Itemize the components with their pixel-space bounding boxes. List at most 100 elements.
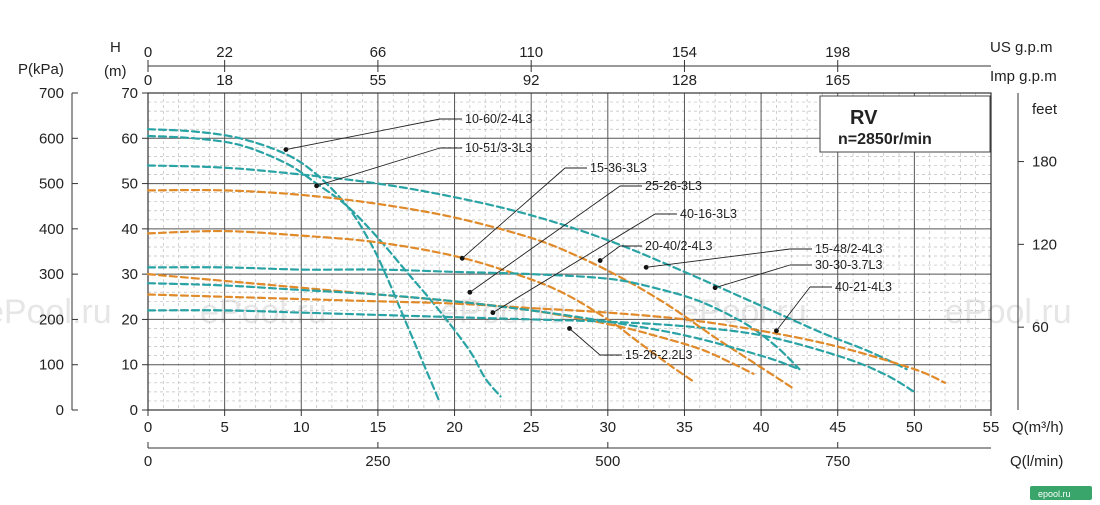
watermark-5: ePool.ru [945,293,1072,331]
imp-gpm-tick-label: 0 [144,72,152,89]
h-axis-unit: (m) [104,63,127,80]
x-axis-title: Q(m³/h) [1012,419,1064,436]
kpa-tick-label: 600 [39,130,64,147]
us-gpm-tick-label: 154 [672,44,697,61]
kpa-tick-label: 0 [56,402,64,419]
q-tick-label: 20 [446,419,463,436]
kpa-tick-label: 300 [39,266,64,283]
watermark-1: ePool.ru [0,293,112,331]
q-tick-label: 15 [370,419,387,436]
h-tick-label: 30 [121,266,138,283]
curve-15-26-2.2L3 [146,282,801,371]
imp-gpm-tick-label: 55 [370,72,387,89]
q-tick-label: 0 [144,419,152,436]
annotation-label-40-21-4L3: 40-21-4L3 [835,280,892,294]
h-axis-title: H [110,39,121,56]
annotation-leader [285,118,441,151]
annotation-leader [492,213,656,314]
imp-gpm-tick-label: 18 [216,72,233,89]
annotation-label-30-30-3.7L3: 30-30-3.7L3 [815,258,882,272]
feet-axis-title: feet [1032,101,1058,118]
h-tick-label: 0 [130,402,138,419]
unit-labels: P(kPa) H (m) US g.p.m Imp g.p.m feet Q(m… [18,39,1064,470]
annotation-label-40-16-3L3: 40-16-3L3 [680,207,737,221]
annotation-dot [314,183,319,189]
us-gpm-tick-label: 198 [825,44,850,61]
title-box [819,95,991,153]
brand-badge: epool.ru [1030,486,1092,500]
curve-30-30-3.7L3 [146,266,801,371]
plot-grid [148,93,991,410]
annotation-leader [461,167,566,259]
h-tick-label: 10 [121,357,138,374]
imp-gpm-tick-label: 165 [825,72,850,89]
h-tick-label: 20 [121,311,138,328]
h-tick-label: 40 [121,221,138,238]
feet-tick-label: 180 [1032,154,1057,171]
chart-title: RV [850,107,878,129]
q-tick-label: 50 [906,419,923,436]
curve-15-48/2-4L3 [146,164,908,371]
annotation-leader [569,328,601,356]
us-gpm-axis-title: US g.p.m [990,39,1053,56]
us-gpm-tick-label: 0 [144,44,152,61]
annotation-leader [776,286,811,332]
curve-10-51/3-3L3 [146,134,502,398]
lmin-tick-label: 500 [595,453,620,470]
imp-gpm-tick-label: 128 [672,72,697,89]
q-tick-label: 10 [293,419,310,436]
kpa-tick-label: 700 [39,85,64,102]
annotation-label-15-26-2.2L3: 15-26-2.2L3 [625,348,692,362]
kpa-tick-label: 100 [39,357,64,374]
chart-title-box: RV n=2850r/min [819,95,991,153]
curve-40-16-3L3 [146,309,916,393]
annotation-dot [712,285,718,291]
q-tick-label: 40 [753,419,770,436]
tick-marks [72,60,1024,448]
imp-gpm-axis-title: Imp g.p.m [990,68,1057,85]
annotation-leader [599,245,621,261]
curve-annotations: 10-60/2-4L3 10-51/3-3L3 15-36-3L3 25-26-3L3… [283,112,892,362]
annotation-label-15-48/2-4L3: 15-48/2-4L3 [815,242,882,256]
annotation-label-10-51/3-3L3: 10-51/3-3L3 [465,141,532,155]
q-tick-label: 5 [220,419,228,436]
q-tick-label: 30 [599,419,616,436]
annotation-label-10-60/2-4L3: 10-60/2-4L3 [465,112,532,126]
curve-15-36-3L3 [146,229,694,382]
watermark-4: ePool.ru [680,293,807,331]
h-tick-label: 70 [121,85,138,102]
q-tick-label: 55 [983,419,1000,436]
kpa-tick-label: 500 [39,176,64,193]
q-tick-label: 25 [523,419,540,436]
feet-tick-label: 120 [1032,236,1057,253]
annotation-label-25-26-3L3: 25-26-3L3 [645,179,702,193]
kpa-axis-title: P(kPa) [18,61,64,78]
us-gpm-tick-label: 66 [370,44,387,61]
q-tick-label: 35 [676,419,693,436]
imp-gpm-tick-label: 92 [523,72,540,89]
annotation-leader [646,248,791,268]
feet-tick-label: 60 [1032,319,1049,336]
us-gpm-tick-label: 110 [519,44,543,61]
brand-badge-bg [1030,486,1092,500]
axes [71,65,1019,449]
curve-10-60/2-4L3 [146,128,441,402]
annotation-leader [469,185,621,293]
plot-frame [147,92,992,411]
pump-curves [146,128,947,402]
curve-40-21-4L3 [146,293,947,384]
lmin-axis-title: Q(l/min) [1010,453,1063,470]
lmin-tick-label: 750 [825,453,850,470]
annotation-label-20-40/2-4L3: 20-40/2-4L3 [645,239,712,253]
lmin-tick-label: 0 [144,453,152,470]
brand-text: epool.ru [1038,489,1071,499]
h-tick-label: 60 [121,130,138,147]
chart-subtitle: n=2850r/min [838,131,932,148]
annotation-leader [316,147,441,187]
lmin-tick-label: 250 [365,453,390,470]
q-tick-label: 45 [829,419,846,436]
tick-labels: 0102030405060700100200300400500600700601… [39,44,1057,470]
h-tick-label: 50 [121,176,138,193]
kpa-tick-label: 200 [39,311,64,328]
